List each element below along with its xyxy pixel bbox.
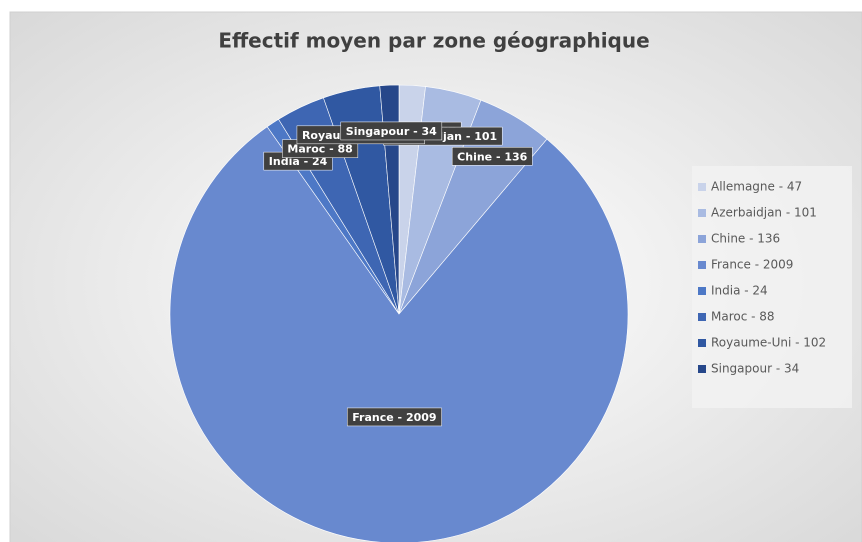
legend-label: Allemagne - 47 xyxy=(711,180,802,194)
legend-swatch xyxy=(698,209,706,217)
legend-swatch xyxy=(698,261,706,269)
legend-label: Maroc - 88 xyxy=(711,310,775,324)
legend-swatch xyxy=(698,313,706,321)
data-label: Singapour - 34 xyxy=(346,125,437,138)
legend-label: Singapour - 34 xyxy=(711,362,799,376)
data-label: Chine - 136 xyxy=(457,150,527,163)
data-label-box xyxy=(347,407,442,427)
pie-slice xyxy=(169,126,629,542)
legend-swatch xyxy=(698,183,706,191)
chart-title: Effectif moyen par zone géographique xyxy=(218,29,649,53)
data-label: India - 24 xyxy=(269,155,328,168)
legend-label: Royaume-Uni - 102 xyxy=(711,336,826,350)
legend-label: Chine - 136 xyxy=(711,232,780,246)
data-label: Maroc - 88 xyxy=(287,143,352,156)
legend-box xyxy=(692,166,852,408)
legend-swatch xyxy=(698,339,706,347)
data-label-box xyxy=(340,121,443,141)
legend-swatch xyxy=(698,365,706,373)
legend-swatch xyxy=(698,235,706,243)
legend-label: France - 2009 xyxy=(711,258,793,272)
legend-swatch xyxy=(698,287,706,295)
data-label: France - 2009 xyxy=(352,411,436,424)
legend-label: Azerbaidjan - 101 xyxy=(711,206,817,220)
data-label-box xyxy=(451,147,533,166)
legend-label: India - 24 xyxy=(711,284,768,298)
